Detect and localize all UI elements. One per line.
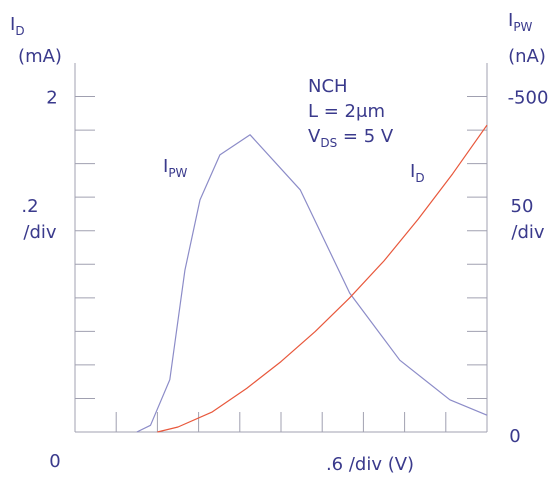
y2-div-label: 50 bbox=[511, 196, 534, 217]
series-line bbox=[157, 124, 488, 433]
annotation: NCH bbox=[308, 76, 348, 97]
series-label-sub: D bbox=[415, 171, 424, 185]
y2-tick-label: 0 bbox=[509, 426, 520, 447]
y-title: ID bbox=[10, 14, 25, 38]
series-line bbox=[136, 134, 488, 433]
y2-tick-label: -500 bbox=[508, 88, 549, 109]
series-label: IPW bbox=[163, 156, 188, 180]
series-label-main: I bbox=[410, 161, 415, 182]
y2-title-unit: (nA) bbox=[508, 46, 546, 67]
annotation-rest: = 5 V bbox=[337, 126, 394, 147]
x-tick-label: 0 bbox=[49, 451, 60, 472]
annotation: L = 2μm bbox=[308, 101, 385, 122]
y-title-main: I bbox=[10, 14, 15, 35]
y2-title-main: I bbox=[508, 10, 513, 31]
series-label-sub: PW bbox=[168, 166, 187, 180]
y-tick-label: 2 bbox=[46, 88, 57, 109]
y2-title: IPW bbox=[508, 10, 533, 34]
y-title-sub: D bbox=[15, 24, 24, 38]
y-title-unit: (mA) bbox=[18, 46, 62, 67]
series-label: ID bbox=[410, 161, 425, 185]
series-label-main: I bbox=[163, 156, 168, 177]
y-div-label: /div bbox=[23, 222, 56, 243]
annotation-main: V bbox=[308, 126, 321, 147]
y-div-label: .2 bbox=[21, 196, 38, 217]
y2-title-sub: PW bbox=[513, 20, 532, 34]
x-div-label: .6 /div (V) bbox=[326, 454, 414, 475]
annotation-sub: DS bbox=[320, 136, 337, 150]
y2-div-label: /div bbox=[511, 222, 544, 243]
annotation: VDS = 5 V bbox=[308, 126, 394, 150]
